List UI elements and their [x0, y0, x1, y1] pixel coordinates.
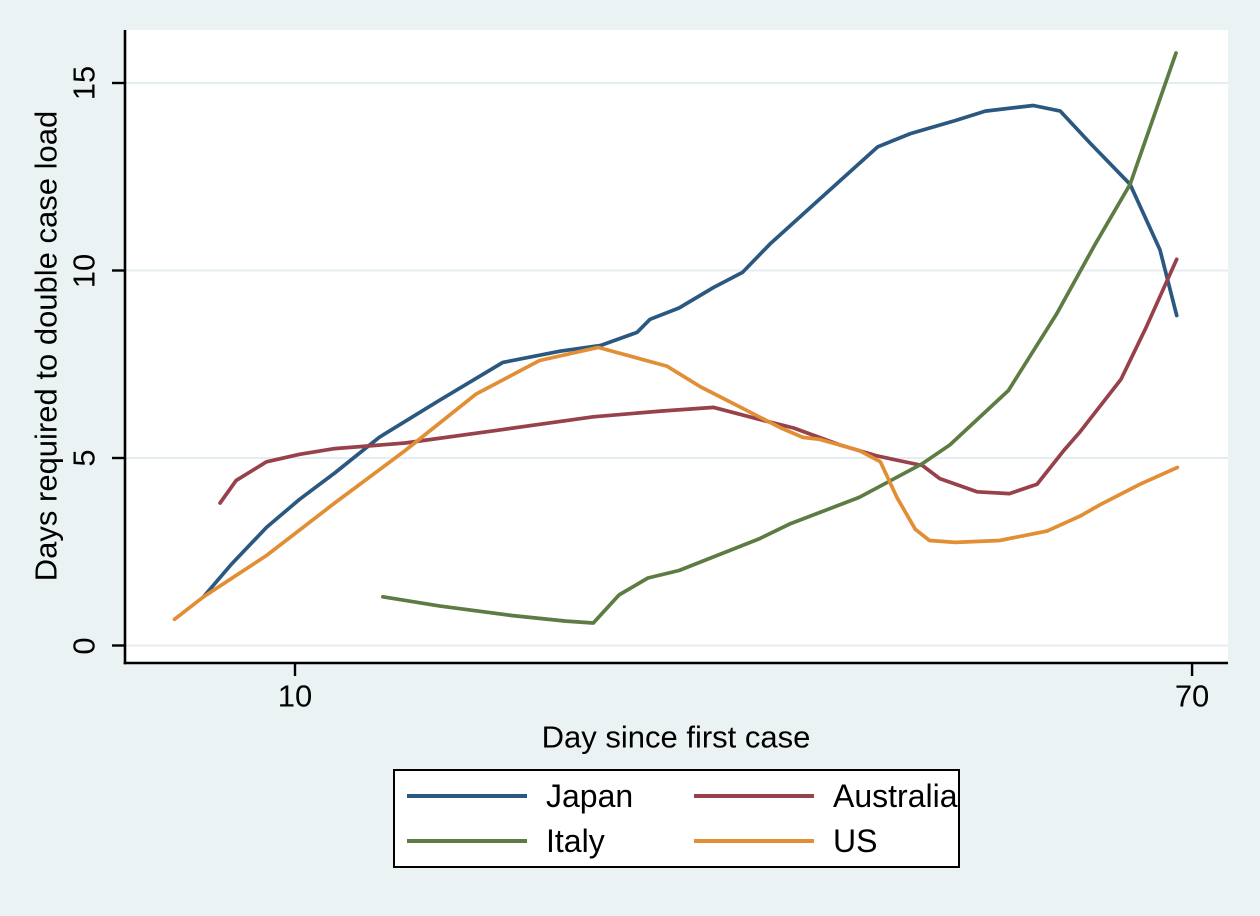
- series-line-australia: [218, 257, 1179, 505]
- y-axis-title: Days required to double case load: [28, 110, 64, 582]
- y-tick-label-5: 5: [66, 449, 102, 467]
- y-tick-label-15: 15: [66, 65, 102, 101]
- legend-item-italy: Italy: [407, 819, 694, 864]
- legend-label-italy: Italy: [546, 823, 605, 859]
- series-line-italy: [381, 51, 1178, 625]
- series-line-us: [172, 345, 1180, 622]
- legend-label-australia: Australia: [833, 778, 958, 814]
- legend-item-australia: Australia: [694, 774, 958, 819]
- y-tick-label-0: 0: [66, 636, 102, 655]
- legend-line-swatch-us: [694, 839, 814, 843]
- x-tick-label-10: 10: [277, 678, 313, 714]
- legend-item-japan: Japan: [407, 774, 694, 819]
- legend-label-japan: Japan: [546, 778, 634, 814]
- x-tick-label-70: 70: [1174, 678, 1210, 714]
- y-tick-label-10: 10: [66, 253, 102, 288]
- plot-area: [125, 30, 1228, 663]
- legend-line-swatch-australia: [694, 794, 814, 798]
- legend-line-swatch-italy: [407, 839, 527, 843]
- x-axis-title: Day since first case: [541, 719, 811, 755]
- legend-label-us: US: [833, 823, 878, 859]
- legend-line-swatch-japan: [407, 794, 527, 798]
- series-line-japan: [201, 103, 1179, 599]
- legend-item-us: US: [694, 819, 958, 864]
- legend: Japan Australia Italy US: [393, 769, 960, 868]
